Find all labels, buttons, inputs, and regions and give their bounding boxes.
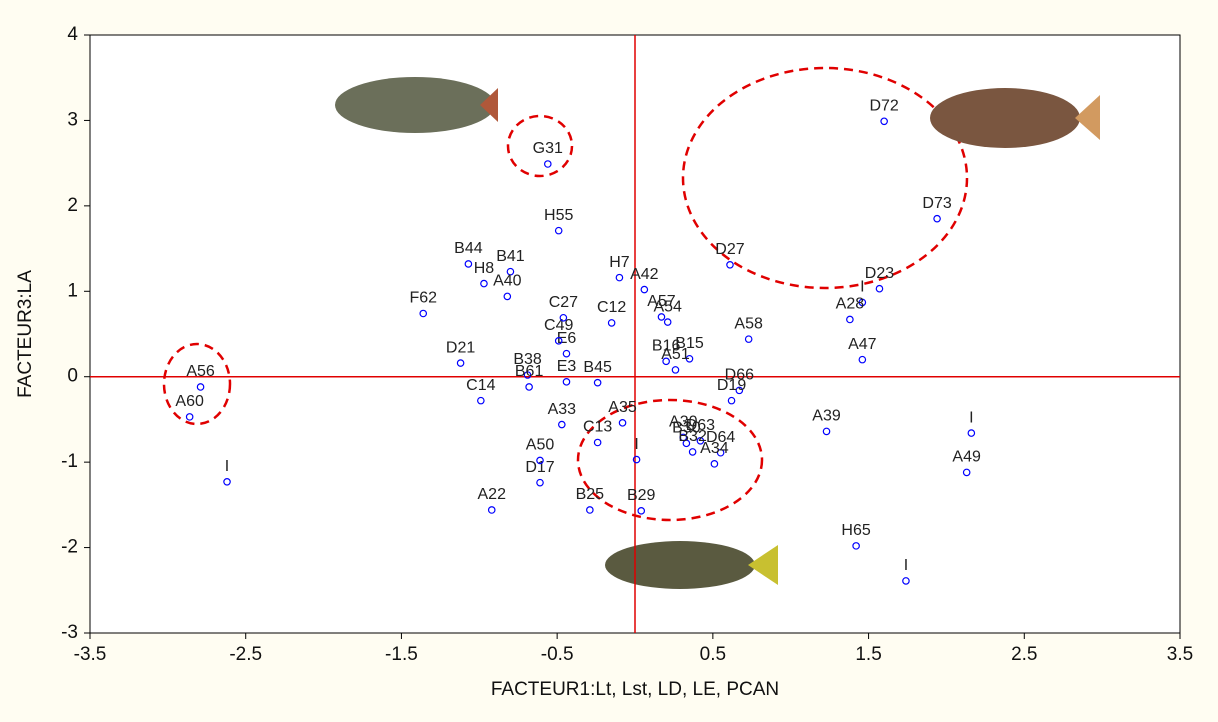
point-label: I	[860, 279, 864, 296]
y-tick-label: 2	[67, 195, 78, 216]
point-label: A28	[836, 296, 865, 313]
point-label: F62	[409, 290, 437, 307]
point-label: A35	[608, 399, 637, 416]
point-label: I	[969, 409, 973, 426]
y-tick-label: -1	[61, 451, 78, 472]
point-label: C49	[544, 317, 573, 334]
point-label: C13	[583, 419, 612, 436]
point-label: D27	[715, 241, 744, 258]
x-axis-title: FACTEUR1:Lt, Lst, LD, LE, PCAN	[491, 679, 779, 700]
point-label: E3	[557, 358, 577, 375]
point-label: B44	[454, 240, 483, 257]
point-label: A47	[848, 336, 877, 353]
point-label: A60	[175, 393, 204, 410]
point-label: D21	[446, 339, 475, 356]
y-tick-label: 1	[67, 280, 78, 301]
point-label: B61	[515, 363, 544, 380]
chart: FACTEUR1:Lt, Lst, LD, LE, PCAN FACTEUR3:…	[0, 0, 1218, 722]
point-label: B45	[583, 359, 612, 376]
point-label: I	[225, 458, 229, 475]
x-tick-label: 3.5	[1167, 644, 1193, 665]
x-tick-label: -1.5	[385, 644, 418, 665]
point-label: D17	[525, 459, 554, 476]
point-label: A50	[526, 437, 555, 454]
point-label: H8	[474, 260, 495, 277]
point-label: H7	[609, 254, 630, 271]
point-label: H55	[544, 207, 573, 224]
point-label: D23	[865, 265, 894, 282]
point-label: D72	[869, 98, 898, 115]
point-label: A54	[653, 298, 682, 315]
point-label: C12	[597, 299, 626, 316]
point-label: B41	[496, 248, 525, 265]
x-tick-label: -3.5	[74, 644, 107, 665]
x-tick-label: 2.5	[1011, 644, 1037, 665]
y-tick-label: -2	[61, 537, 78, 558]
point-label: A39	[812, 408, 841, 425]
x-tick-label: -0.5	[541, 644, 574, 665]
y-tick-label: -3	[61, 622, 78, 643]
point-label: D73	[922, 195, 951, 212]
point-label: C27	[549, 294, 578, 311]
point-label: G31	[533, 140, 563, 157]
x-tick-label: -2.5	[229, 644, 262, 665]
point-label: A58	[734, 315, 763, 332]
x-tick-label: 0.5	[700, 644, 726, 665]
page: {"chart_data": {"type": "scatter", "x_la…	[0, 0, 1218, 722]
point-label: B25	[576, 486, 605, 503]
point-label: I	[634, 436, 638, 453]
x-tick-label: 1.5	[855, 644, 881, 665]
y-tick-label: 4	[67, 24, 78, 45]
point-label: A33	[548, 401, 577, 418]
point-label: A42	[630, 266, 659, 283]
point-label: B29	[627, 487, 656, 504]
point-label: D19	[717, 377, 746, 394]
point-label: H65	[841, 522, 870, 539]
point-label: A40	[493, 273, 522, 290]
point-label: A34	[700, 440, 729, 457]
point-label: A22	[478, 486, 507, 503]
point-label: I	[904, 557, 908, 574]
point-label: A49	[952, 449, 981, 466]
point-label: A56	[186, 363, 215, 380]
point-label: A51	[661, 346, 690, 363]
point-label: C14	[466, 377, 495, 394]
y-axis-title: FACTEUR3:LA	[15, 270, 36, 398]
y-tick-label: 0	[67, 366, 78, 387]
y-tick-label: 3	[67, 109, 78, 130]
